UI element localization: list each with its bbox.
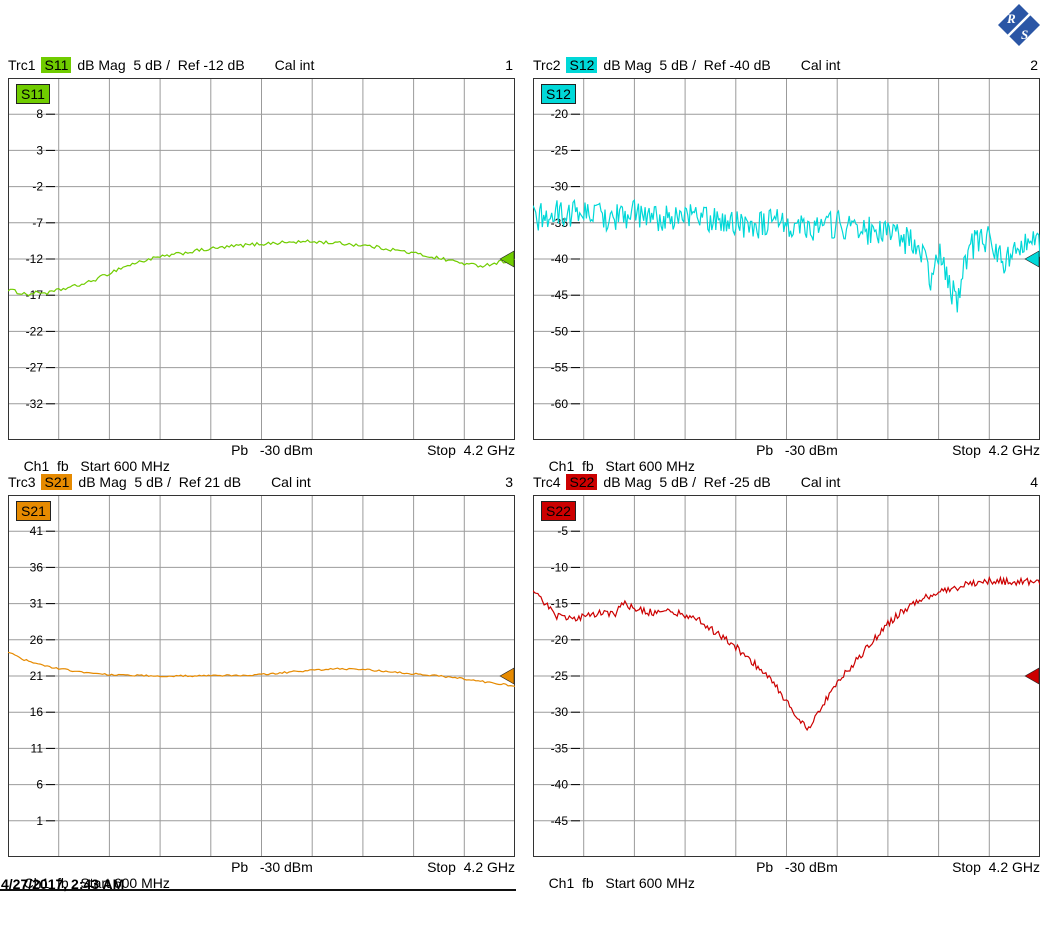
svg-text:-27: -27: [26, 361, 44, 375]
footer-power: Pb -30 dBm: [756, 859, 838, 875]
svg-text:-25: -25: [551, 143, 569, 157]
trace-label-chip-s11[interactable]: S11: [16, 84, 50, 104]
footer-stop: Stop 4.2 GHz: [952, 442, 1040, 458]
panel-s12: Trc2 S12 dB Mag 5 dB / Ref -40 dB Cal in…: [533, 52, 1040, 474]
s11-chart[interactable]: 8 3 -2 -7 -12 -17 -22 -27 -32: [8, 78, 515, 440]
channel-footer-2: Ch1 fb Start 600 MHz Pb -30 dBm Stop 4.2…: [533, 440, 1040, 474]
svg-text:6: 6: [36, 778, 43, 792]
svg-text:-55: -55: [551, 361, 569, 375]
diagram-area-s21[interactable]: 41 36 31 26 21 16 11 6 1 S21: [8, 495, 515, 857]
svg-text:-12: -12: [26, 252, 44, 266]
svg-text:36: 36: [30, 560, 44, 574]
diagram-number: 1: [505, 57, 513, 73]
footer-start: Ch1 fb Start 600 MHz: [548, 458, 695, 474]
footer-stop: Stop 4.2 GHz: [427, 442, 515, 458]
trace-header-2: Trc2 S12 dB Mag 5 dB / Ref -40 dB Cal in…: [533, 52, 1040, 78]
s22-chart[interactable]: -5 -10 -15 -20 -25 -30 -35 -40 -45: [533, 495, 1040, 857]
trace-name: Trc2: [533, 57, 561, 73]
channel-footer-3: Ch1 fb Start 600 MHz Pb -30 dBm Stop 4.2…: [8, 857, 515, 891]
svg-text:-45: -45: [551, 814, 569, 828]
footer-start: Ch1 fb Start 600 MHz: [23, 875, 170, 891]
svg-text:-45: -45: [551, 288, 569, 302]
svg-text:-50: -50: [551, 324, 569, 338]
svg-text:-30: -30: [551, 705, 569, 719]
svg-text:3: 3: [36, 143, 43, 157]
diagram-area-s22[interactable]: -5 -10 -15 -20 -25 -30 -35 -40 -45 S22: [533, 495, 1040, 857]
trace-header-4: Trc4 S22 dB Mag 5 dB / Ref -25 dB Cal in…: [533, 469, 1040, 495]
logo-letter-s: S: [1021, 27, 1028, 42]
diagram-number: 3: [505, 474, 513, 490]
trace-label-chip-s22[interactable]: S22: [541, 501, 576, 521]
trace-label-chip-s12[interactable]: S12: [541, 84, 576, 104]
rs-logo: R S: [998, 4, 1040, 46]
footer-start: Ch1 fb Start 600 MHz: [23, 458, 170, 474]
logo-letter-r: R: [1006, 11, 1016, 26]
sparam-chip-s11[interactable]: S11: [41, 57, 72, 73]
trace-label-chip-s21[interactable]: S21: [16, 501, 51, 521]
footer-power: Pb -30 dBm: [231, 859, 313, 875]
svg-text:21: 21: [30, 669, 44, 683]
svg-text:-60: -60: [551, 397, 569, 411]
footer-stop: Stop 4.2 GHz: [427, 859, 515, 875]
bottom-edge-line: [0, 889, 516, 891]
svg-text:-7: -7: [32, 216, 43, 230]
svg-text:-10: -10: [551, 560, 569, 574]
footer-start: Ch1 fb Start 600 MHz: [548, 875, 695, 891]
panel-s21: Trc3 S21 dB Mag 5 dB / Ref 21 dB Cal int…: [8, 469, 515, 891]
trace-name: Trc4: [533, 474, 561, 490]
panel-s22: Trc4 S22 dB Mag 5 dB / Ref -25 dB Cal in…: [533, 469, 1040, 891]
svg-text:-5: -5: [557, 524, 568, 538]
svg-text:-15: -15: [551, 597, 569, 611]
svg-text:-22: -22: [26, 324, 44, 338]
channel-footer-1: Ch1 fb Start 600 MHz Pb -30 dBm Stop 4.2…: [8, 440, 515, 474]
logo-slash: [1005, 11, 1033, 39]
svg-text:-35: -35: [551, 741, 569, 755]
cal-status: Cal int: [800, 57, 841, 73]
trace-name: Trc1: [8, 57, 36, 73]
svg-text:-25: -25: [551, 669, 569, 683]
footer-power: Pb -30 dBm: [756, 442, 838, 458]
s12-chart[interactable]: -20 -25 -30 -35 -40 -45 -50 -55 -60: [533, 78, 1040, 440]
cal-status: Cal int: [274, 57, 315, 73]
panel-s11: Trc1 S11 dB Mag 5 dB / Ref -12 dB Cal in…: [8, 52, 515, 474]
trace-header-1: Trc1 S11 dB Mag 5 dB / Ref -12 dB Cal in…: [8, 52, 515, 78]
channel-footer-4: Ch1 fb Start 600 MHz Pb -30 dBm Stop 4.2…: [533, 857, 1040, 891]
svg-text:-20: -20: [551, 633, 569, 647]
cal-status: Cal int: [271, 474, 311, 490]
trace-settings: dB Mag 5 dB / Ref -25 dB: [603, 474, 771, 490]
footer-power: Pb -30 dBm: [231, 442, 313, 458]
svg-text:-32: -32: [26, 397, 44, 411]
svg-text:11: 11: [31, 741, 44, 755]
diagram-number: 2: [1030, 57, 1038, 73]
sparam-chip-s12[interactable]: S12: [566, 57, 598, 73]
svg-text:-2: -2: [32, 180, 43, 194]
svg-text:1: 1: [36, 814, 43, 828]
svg-text:-30: -30: [551, 180, 569, 194]
svg-text:31: 31: [30, 597, 44, 611]
trace-header-3: Trc3 S21 dB Mag 5 dB / Ref 21 dB Cal int…: [8, 469, 515, 495]
svg-text:-20: -20: [551, 107, 569, 121]
sparam-chip-s22[interactable]: S22: [566, 474, 598, 490]
svg-text:-17: -17: [26, 288, 44, 302]
svg-text:-35: -35: [551, 216, 569, 230]
svg-text:26: 26: [30, 633, 44, 647]
datetime-stamp: 4/27/2017, 2:43 AM: [1, 876, 125, 892]
svg-text:41: 41: [30, 524, 44, 538]
diagram-number: 4: [1030, 474, 1038, 490]
svg-text:8: 8: [36, 107, 43, 121]
trace-settings: dB Mag 5 dB / Ref -12 dB: [77, 57, 245, 73]
s21-chart[interactable]: 41 36 31 26 21 16 11 6 1: [8, 495, 515, 857]
svg-text:-40: -40: [551, 252, 569, 266]
trace-settings: dB Mag 5 dB / Ref -40 dB: [603, 57, 771, 73]
diagram-area-s11[interactable]: 8 3 -2 -7 -12 -17 -22 -27 -32 S11: [8, 78, 515, 440]
diagram-area-s12[interactable]: -20 -25 -30 -35 -40 -45 -50 -55 -60 S12: [533, 78, 1040, 440]
trace-settings: dB Mag 5 dB / Ref 21 dB: [78, 474, 242, 490]
footer-stop: Stop 4.2 GHz: [952, 859, 1040, 875]
trace-name: Trc3: [8, 474, 36, 490]
svg-text:16: 16: [30, 705, 44, 719]
sparam-chip-s21[interactable]: S21: [41, 474, 73, 490]
cal-status: Cal int: [800, 474, 841, 490]
svg-text:-40: -40: [551, 778, 569, 792]
